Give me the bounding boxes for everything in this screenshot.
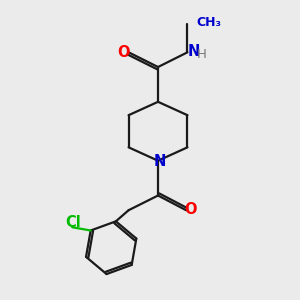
Text: H: H	[196, 49, 206, 62]
Text: O: O	[118, 45, 130, 60]
Text: CH₃: CH₃	[197, 16, 222, 29]
Text: Cl: Cl	[66, 215, 81, 230]
Text: N: N	[153, 154, 166, 169]
Text: N: N	[188, 44, 200, 59]
Text: O: O	[185, 202, 197, 217]
